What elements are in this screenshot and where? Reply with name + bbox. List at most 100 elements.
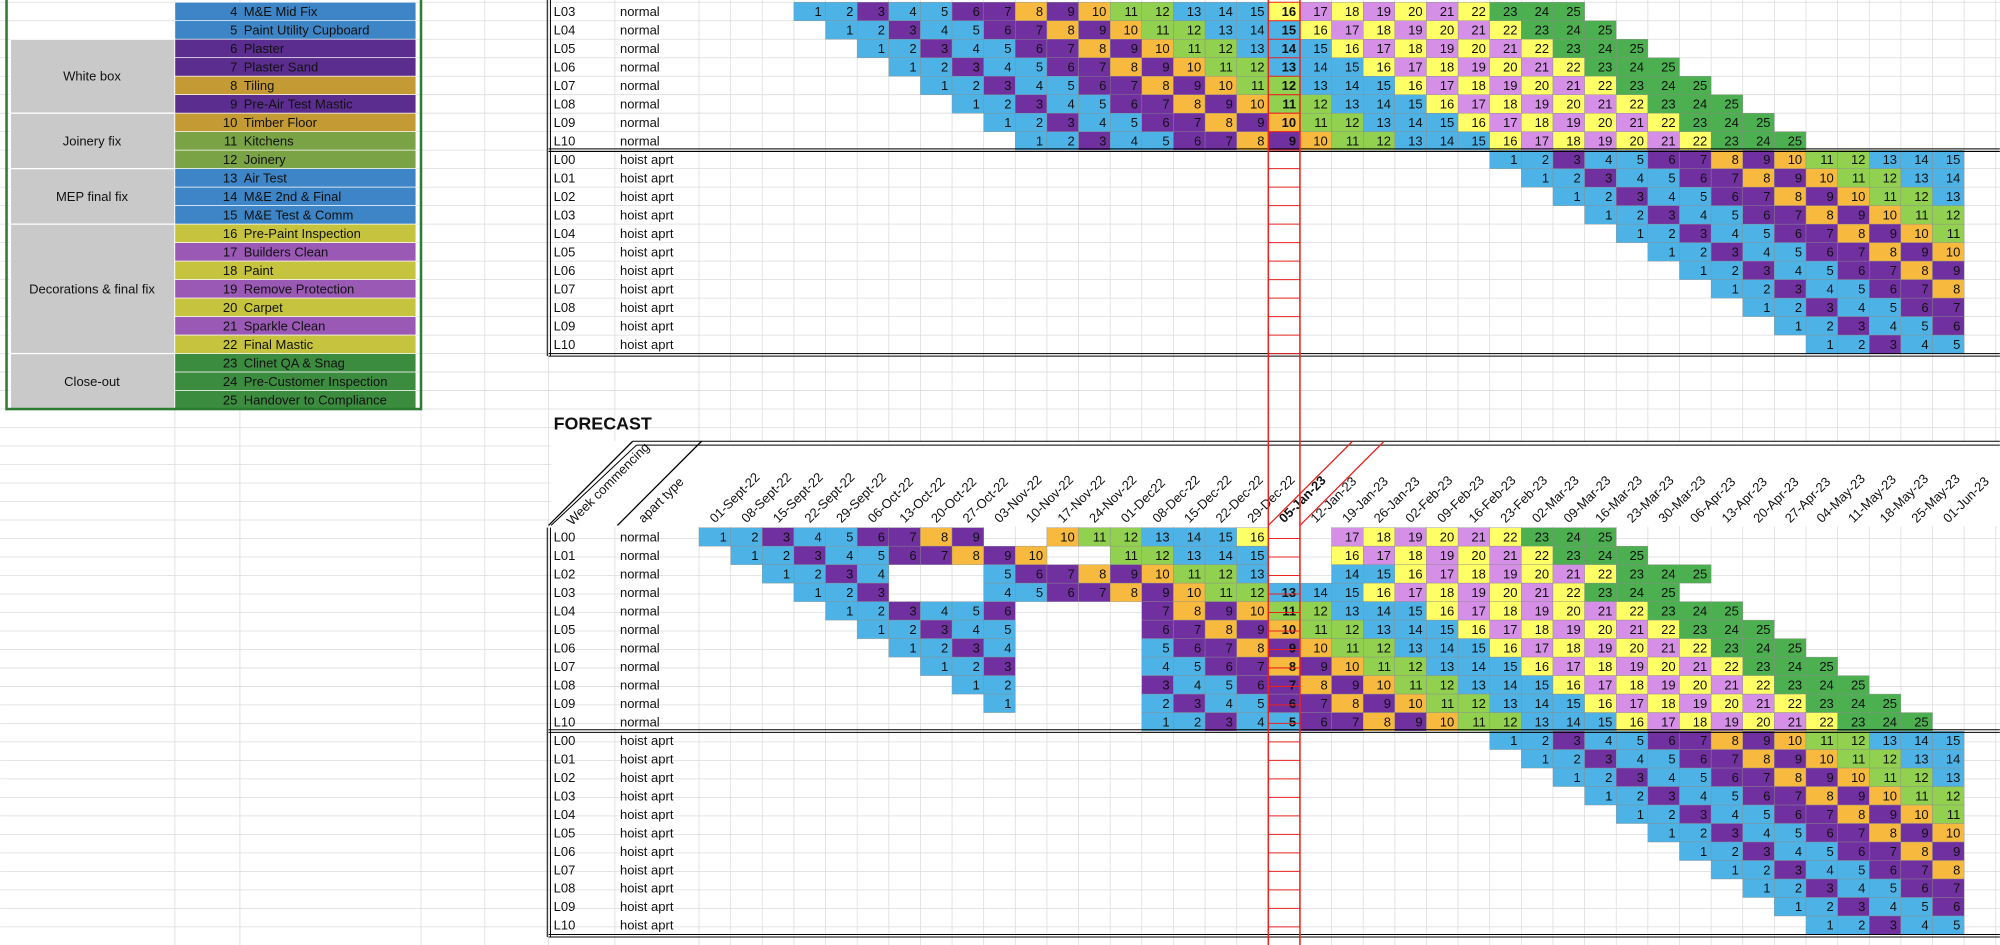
legend-number: 7 bbox=[230, 59, 237, 74]
cell-value: 10 bbox=[1124, 22, 1138, 37]
cell-value: 12 bbox=[1313, 96, 1327, 111]
cell-value: 7 bbox=[1257, 659, 1264, 674]
cell-value: 4 bbox=[1036, 78, 1043, 93]
cell-value: 12 bbox=[1345, 622, 1359, 637]
legend-name: Final Mastic bbox=[244, 337, 314, 352]
cell-value: 25 bbox=[1883, 696, 1897, 711]
cell-value: 25 bbox=[1788, 133, 1802, 148]
cell-value: 13 bbox=[1250, 566, 1264, 581]
cell-value: 11 bbox=[1820, 152, 1834, 167]
cell-value: 2 bbox=[1858, 918, 1865, 933]
cell-value: 2 bbox=[941, 640, 948, 655]
legend-swatch bbox=[174, 75, 417, 96]
cell-value: 1 bbox=[1732, 281, 1739, 296]
cell-value: 3 bbox=[1605, 751, 1612, 766]
cell-value: 5 bbox=[1921, 899, 1928, 914]
cell-value: 1 bbox=[909, 640, 916, 655]
cell-value: 4 bbox=[1921, 337, 1928, 352]
type-label: hoist aprt bbox=[620, 226, 674, 241]
cell-value: 8 bbox=[1226, 622, 1233, 637]
cell-value: 2 bbox=[1542, 733, 1549, 748]
cell-value: 10 bbox=[1250, 603, 1264, 618]
cell-value: 19 bbox=[1566, 622, 1580, 637]
type-label: hoist aprt bbox=[620, 244, 674, 259]
cell-value: 10 bbox=[1914, 226, 1928, 241]
cell-value: 12 bbox=[1851, 152, 1865, 167]
cell-value: 1 bbox=[1605, 788, 1612, 803]
cell-value: 9 bbox=[1289, 640, 1296, 655]
cell-value: 21 bbox=[1440, 4, 1454, 19]
legend-number: 4 bbox=[230, 4, 237, 19]
cell-value: 11 bbox=[1884, 189, 1898, 204]
cell-value: 4 bbox=[1004, 585, 1011, 600]
cell-value: 3 bbox=[1004, 78, 1011, 93]
cell-value: 23 bbox=[1693, 115, 1707, 130]
cell-value: 3 bbox=[783, 529, 790, 544]
legend-swatch bbox=[174, 149, 417, 169]
cell-value: 25 bbox=[1724, 603, 1738, 618]
cell-value: 20 bbox=[1440, 22, 1454, 37]
cell-value: 24 bbox=[1819, 677, 1833, 692]
cell-value: 1 bbox=[1763, 881, 1770, 896]
cell-value: 24 bbox=[1693, 603, 1707, 618]
legend-name: Pre-Paint Inspection bbox=[244, 226, 361, 241]
cell-value: 6 bbox=[1827, 825, 1834, 840]
cell-value: 3 bbox=[1763, 844, 1770, 859]
legend-name: Remove Protection bbox=[244, 281, 355, 296]
legend-name: Tiling bbox=[244, 78, 275, 93]
cell-value: 20 bbox=[1566, 96, 1580, 111]
cell-value: 19 bbox=[1408, 22, 1422, 37]
cell-value: 17 bbox=[1313, 4, 1327, 19]
cell-value: 10 bbox=[1345, 659, 1359, 674]
cell-value: 5 bbox=[1732, 788, 1739, 803]
cell-value: 15 bbox=[1282, 22, 1296, 37]
cell-value: 14 bbox=[1440, 133, 1454, 148]
level-label: L10 bbox=[554, 133, 576, 148]
cell-value: 22 bbox=[1661, 115, 1675, 130]
cell-value: 4 bbox=[846, 548, 853, 563]
cell-value: 11 bbox=[1282, 603, 1296, 618]
cell-value: 7 bbox=[1732, 751, 1739, 766]
legend-name: Clinet QA & Snag bbox=[244, 355, 345, 370]
cell-value: 8 bbox=[1099, 566, 1106, 581]
cell-value: 22 bbox=[1566, 585, 1580, 600]
type-label: hoist aprt bbox=[620, 152, 674, 167]
cell-value: 8 bbox=[1953, 281, 1960, 296]
cell-value: 5 bbox=[1700, 770, 1707, 785]
cell-value: 22 bbox=[1630, 603, 1644, 618]
cell-value: 1 bbox=[1637, 226, 1644, 241]
cell-value: 13 bbox=[1883, 733, 1897, 748]
cell-value: 5 bbox=[1637, 733, 1644, 748]
cell-value: 8 bbox=[1194, 96, 1201, 111]
cell-value: 6 bbox=[1763, 207, 1770, 222]
cell-value: 15 bbox=[1408, 603, 1422, 618]
cell-value: 6 bbox=[1890, 281, 1897, 296]
cell-value: 11 bbox=[1188, 41, 1202, 56]
cell-value: 22 bbox=[1535, 41, 1549, 56]
cell-value: 3 bbox=[973, 59, 980, 74]
cell-value: 16 bbox=[1377, 59, 1391, 74]
cell-value: 7 bbox=[1352, 714, 1359, 729]
cell-value: 8 bbox=[1099, 41, 1106, 56]
header-diagonal bbox=[550, 444, 637, 526]
cell-value: 17 bbox=[1566, 659, 1580, 674]
type-label: normal bbox=[620, 115, 660, 130]
cell-value: 6 bbox=[1099, 78, 1106, 93]
cell-value: 21 bbox=[1503, 41, 1517, 56]
cell-value: 21 bbox=[1471, 22, 1485, 37]
cell-value: 5 bbox=[1004, 566, 1011, 581]
level-label: L06 bbox=[554, 844, 576, 859]
cell-value: 3 bbox=[941, 622, 948, 637]
cell-value: 10 bbox=[1029, 548, 1043, 563]
cell-value: 20 bbox=[1471, 548, 1485, 563]
legend-number: 8 bbox=[230, 78, 237, 93]
cell-value: 3 bbox=[1827, 881, 1834, 896]
type-label: hoist aprt bbox=[620, 281, 674, 296]
cell-value: 9 bbox=[1321, 659, 1328, 674]
cell-value: 23 bbox=[1756, 659, 1770, 674]
cell-value: 15 bbox=[1598, 714, 1612, 729]
cell-value: 9 bbox=[1067, 4, 1074, 19]
cell-value: 24 bbox=[1598, 548, 1612, 563]
cell-value: 3 bbox=[1574, 152, 1581, 167]
